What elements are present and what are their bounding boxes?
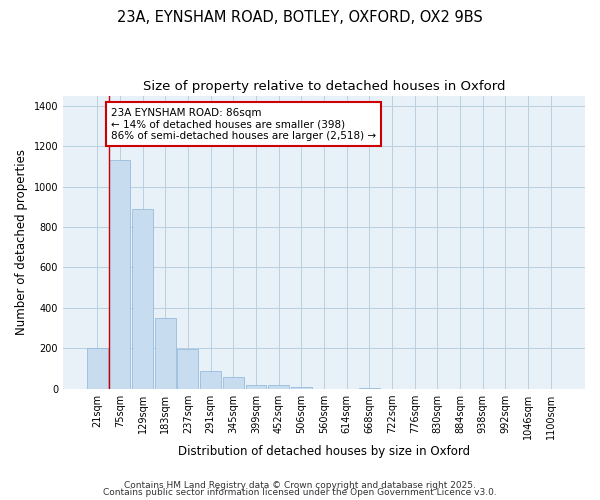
Title: Size of property relative to detached houses in Oxford: Size of property relative to detached ho… bbox=[143, 80, 505, 93]
Text: 23A EYNSHAM ROAD: 86sqm
← 14% of detached houses are smaller (398)
86% of semi-d: 23A EYNSHAM ROAD: 86sqm ← 14% of detache… bbox=[111, 108, 376, 141]
Bar bbox=[223, 378, 244, 389]
Bar bbox=[87, 348, 107, 389]
Bar bbox=[268, 385, 289, 389]
Text: 23A, EYNSHAM ROAD, BOTLEY, OXFORD, OX2 9BS: 23A, EYNSHAM ROAD, BOTLEY, OXFORD, OX2 9… bbox=[117, 10, 483, 25]
Bar bbox=[155, 318, 176, 389]
Bar bbox=[291, 387, 312, 389]
Text: Contains public sector information licensed under the Open Government Licence v3: Contains public sector information licen… bbox=[103, 488, 497, 497]
Bar bbox=[200, 370, 221, 389]
Text: Contains HM Land Registry data © Crown copyright and database right 2025.: Contains HM Land Registry data © Crown c… bbox=[124, 480, 476, 490]
Bar bbox=[178, 350, 199, 389]
X-axis label: Distribution of detached houses by size in Oxford: Distribution of detached houses by size … bbox=[178, 444, 470, 458]
Bar bbox=[132, 209, 153, 389]
Bar bbox=[245, 385, 266, 389]
Y-axis label: Number of detached properties: Number of detached properties bbox=[15, 149, 28, 335]
Bar bbox=[109, 160, 130, 389]
